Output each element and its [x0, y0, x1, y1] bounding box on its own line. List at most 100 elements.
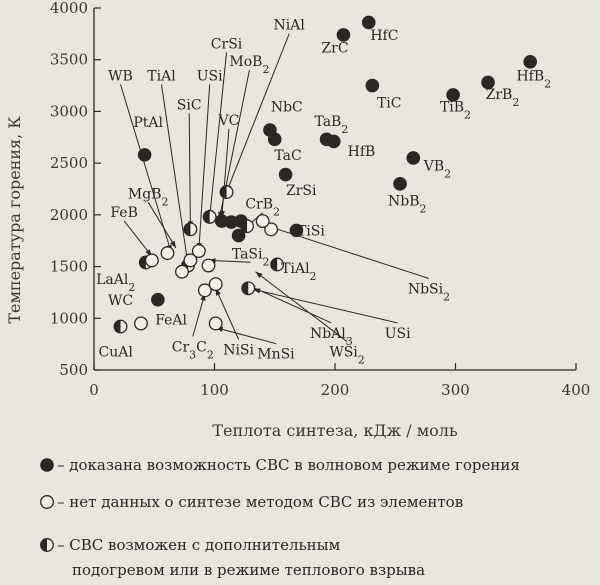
leader-line	[221, 128, 230, 219]
y-axis-title: Температура горения, К	[5, 116, 24, 324]
point-tic	[365, 78, 380, 93]
x-tick-label: 300	[441, 381, 470, 399]
label-crb2: CrB2	[245, 197, 280, 219]
point-sic	[183, 253, 198, 268]
label-nial: NiAl	[274, 18, 306, 34]
point-unlabeled	[175, 264, 189, 279]
label-feal: FeAl	[155, 312, 187, 328]
label-nbsi2: NbSi2	[408, 281, 450, 303]
point-cual	[113, 319, 128, 334]
point-feal	[151, 292, 165, 307]
y-tick-label: 1500	[50, 258, 88, 276]
x-tick-label: 400	[562, 381, 591, 399]
y-tick-label: 2500	[50, 154, 88, 172]
point-cr3c2	[197, 283, 212, 298]
leader-line	[147, 202, 177, 249]
point-wb	[183, 222, 198, 237]
point-crsi	[231, 228, 246, 243]
legend-text-filled: – доказана возможность СВС в волновом ре…	[57, 456, 520, 474]
leader-line	[120, 84, 172, 253]
point-labels: NiAl CrSi MoB2 USi TiAl WB SiC PtAl VC NbC TaB2 ZrC…	[96, 18, 551, 366]
label-usi: USi	[385, 326, 411, 342]
label-tic: TiC	[377, 95, 402, 111]
point-ptal	[137, 148, 152, 162]
x-tick-label: 0	[89, 381, 99, 399]
label-laal2: LaAl2	[96, 272, 135, 294]
label-tial: TiAl	[147, 68, 176, 84]
label-cr3c2: Cr3C2	[172, 339, 214, 361]
y-tick-label: 3500	[50, 51, 88, 69]
point-mgb2	[160, 246, 175, 261]
point-hfb2	[523, 54, 538, 69]
point-usi	[241, 281, 256, 296]
label-vc: VC	[218, 113, 240, 129]
point-tib2	[446, 88, 460, 102]
leader-line	[188, 113, 191, 229]
leader-arrowhead	[255, 271, 263, 279]
point-nbal3	[240, 219, 254, 234]
x-tick-label: 100	[200, 381, 229, 399]
label-wsi2: WSi2	[329, 345, 364, 367]
leader-line	[255, 271, 348, 342]
label-tib2: TiB2	[440, 99, 471, 121]
point-hfb	[326, 134, 341, 149]
label-ptal: PtAl	[133, 115, 163, 131]
leader-line	[123, 220, 153, 257]
y-tick-label: 500	[59, 361, 88, 379]
leader-line	[160, 84, 189, 265]
point-zrc	[336, 28, 351, 42]
label-zrb2: ZrB2	[486, 87, 520, 109]
leader-arrowhead	[170, 240, 176, 248]
label-tasi2: TaSi2	[232, 246, 270, 268]
legend-text-half: – СВС возможен с дополнительным	[57, 536, 341, 554]
label-tial2: TiAl2	[281, 261, 316, 283]
axes: 0 100 200 300 400 500 1000 1500 2000 2500 3000 3500…	[50, 0, 591, 399]
label-hfb2: HfB2	[516, 68, 551, 90]
point-nbb2	[393, 177, 407, 191]
point-tial2	[270, 257, 285, 272]
label-tac: TaC	[274, 148, 301, 164]
leader-line	[209, 52, 228, 217]
y-tick-label: 4000	[50, 0, 88, 17]
point-tasi2	[201, 258, 216, 273]
legend-filled-marker	[40, 458, 54, 472]
point-wc	[134, 316, 148, 331]
legend-text-open: – нет данных о синтезе методом СВС из эл…	[57, 493, 463, 511]
label-mgb2: MgB2	[128, 186, 169, 208]
label-nisi: NiSi	[223, 342, 254, 358]
legend: – доказана возможность СВС в волновом ре…	[40, 456, 520, 579]
label-nbb2: NbB2	[388, 194, 427, 216]
y-tick-label: 3000	[50, 102, 88, 120]
y-tick-label: 1000	[50, 309, 88, 327]
y-tick-label: 2000	[50, 206, 88, 224]
label-hfb: HfB	[348, 144, 376, 160]
label-zrsi: ZrSi	[286, 183, 317, 199]
label-feb: FeB	[110, 205, 138, 221]
label-mnsi: MnSi	[257, 347, 295, 363]
point-nial	[219, 185, 234, 200]
label-sic: SiC	[177, 97, 202, 113]
legend-text-half-line2: подогревом или в режиме теплового взрыва	[72, 561, 425, 579]
leader-line	[215, 288, 240, 340]
label-mob2: MoB2	[229, 54, 269, 76]
label-usi: USi	[197, 68, 223, 84]
label-tab2: TaB2	[314, 114, 348, 136]
leader-line	[215, 327, 277, 345]
point-nbsi2	[255, 214, 270, 229]
label-nbal3: NbAl3	[310, 326, 353, 348]
point-nisi	[208, 277, 223, 292]
legend-open-marker	[40, 495, 54, 509]
point-wsi2	[264, 222, 279, 237]
label-zrc: ZrC	[321, 40, 348, 56]
label-cual: CuAl	[99, 345, 134, 361]
point-usi	[191, 244, 206, 259]
point-vb2	[406, 151, 421, 165]
label-hfc: HfC	[370, 28, 398, 44]
label-crsi: CrSi	[211, 36, 243, 52]
leader-line	[226, 33, 290, 193]
point-mnsi	[208, 316, 223, 331]
label-wb: WB	[108, 68, 133, 84]
leader-line	[198, 84, 211, 251]
point-hfc	[361, 15, 376, 30]
